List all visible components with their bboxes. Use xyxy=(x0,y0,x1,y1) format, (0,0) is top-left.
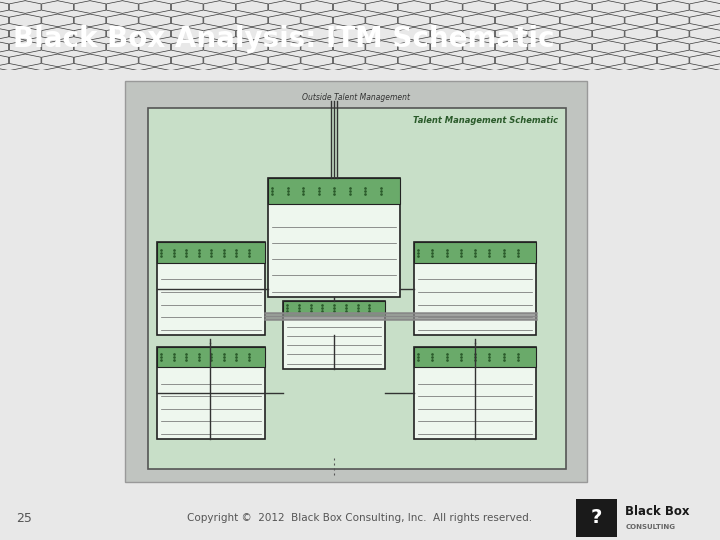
Bar xyxy=(148,108,566,469)
Bar xyxy=(283,301,385,369)
Bar xyxy=(576,499,617,537)
Bar xyxy=(414,242,536,335)
Bar xyxy=(157,242,265,263)
Text: Black Box: Black Box xyxy=(625,505,690,518)
Bar xyxy=(157,347,265,438)
Bar xyxy=(283,301,385,315)
Bar xyxy=(157,347,265,367)
Text: CONSULTING: CONSULTING xyxy=(625,524,675,530)
Text: Copyright ©  2012  Black Box Consulting, Inc.  All rights reserved.: Copyright © 2012 Black Box Consulting, I… xyxy=(187,514,533,523)
Text: ?: ? xyxy=(591,508,602,526)
Bar xyxy=(268,178,400,204)
Text: Talent Management Schematic: Talent Management Schematic xyxy=(413,116,558,125)
Bar xyxy=(414,347,536,438)
Bar xyxy=(414,242,536,263)
Bar xyxy=(268,178,400,296)
Text: Outside Talent Management: Outside Talent Management xyxy=(302,93,410,102)
Bar xyxy=(157,242,265,335)
Bar xyxy=(414,347,536,367)
Text: Black Box Analysis: ITM Schematic: Black Box Analysis: ITM Schematic xyxy=(13,25,554,52)
Text: 25: 25 xyxy=(16,512,32,525)
Bar xyxy=(125,81,587,482)
